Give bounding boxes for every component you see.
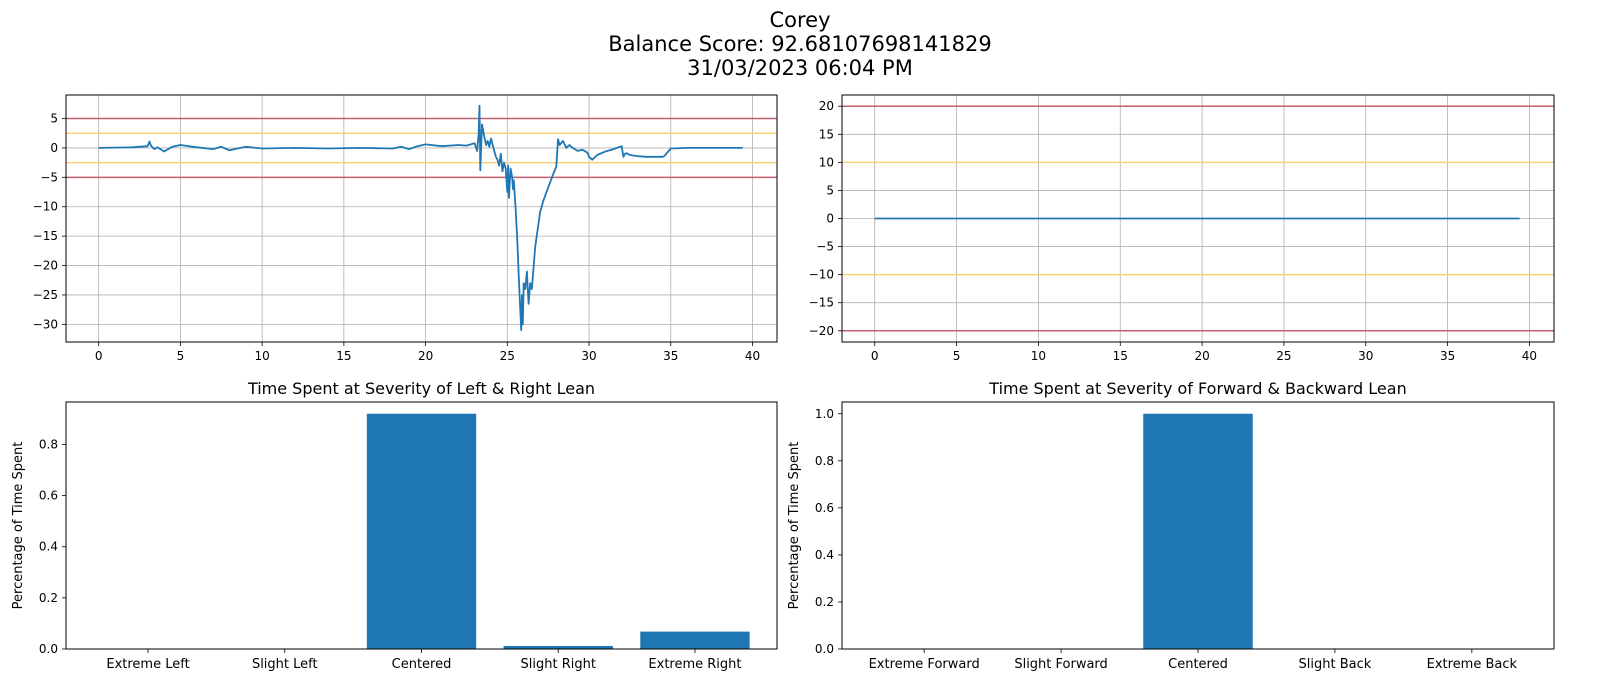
axes-frame (65, 401, 778, 650)
y-tick-label: −10 (809, 268, 834, 282)
axes-frame (65, 94, 778, 343)
y-tick-label: 0.0 (39, 642, 58, 656)
axes-frame (841, 94, 1555, 343)
x-tick-label: 20 (418, 349, 433, 363)
y-tick-label: 0 (826, 212, 834, 226)
category-label: Extreme Back (1427, 657, 1518, 672)
y-tick-label: −15 (809, 296, 834, 310)
left-right-severity-bar-chart: Extreme Left Slight Left Centered Slight Ri… (11, 379, 778, 672)
y-tick-label: 20 (819, 99, 834, 113)
y-tick-label: 10 (819, 155, 834, 169)
x-tick-label: 10 (1031, 349, 1046, 363)
x-tick-label: 0 (871, 349, 879, 363)
category-label: Extreme Right (648, 657, 741, 672)
y-tick-label: −5 (40, 170, 58, 184)
chart-title: Time Spent at Severity of Forward & Back… (988, 379, 1406, 398)
category-label: Centered (1168, 657, 1228, 672)
y-tick-label: 5 (826, 183, 834, 197)
y-tick-label: 0.8 (39, 437, 58, 451)
category-label: Slight Left (252, 657, 318, 672)
category-label: Centered (392, 657, 452, 672)
lean-trace-line (98, 104, 743, 332)
category-label: Extreme Left (106, 657, 189, 672)
subject-name: Corey (769, 8, 831, 32)
x-tick-label: 40 (745, 349, 760, 363)
x-tick-label: 40 (1522, 349, 1537, 363)
y-tick-label: −30 (33, 317, 58, 331)
x-tick-label: 35 (663, 349, 678, 363)
y-tick-label: 0 (50, 141, 58, 155)
y-tick-label: 0.2 (815, 595, 834, 609)
x-tick-label: 10 (254, 349, 269, 363)
balance-score: Balance Score: 92.68107698141829 (608, 32, 992, 56)
left-right-lean-plot: 0 5 10 15 20 25 30 35 40 −30 −25 −20 −15 −10 −5 0 5 (33, 94, 778, 363)
y-tick-label: 0.4 (39, 540, 58, 554)
bar-slight-right (503, 645, 613, 649)
y-tick-label: 5 (50, 112, 58, 126)
y-tick-label: −25 (33, 288, 58, 302)
y-tick-label: 1.0 (815, 407, 834, 421)
session-datetime: 31/03/2023 06:04 PM (687, 56, 913, 80)
y-tick-label: 0.0 (815, 642, 834, 656)
y-tick-label: −15 (33, 229, 58, 243)
x-tick-label: 25 (500, 349, 515, 363)
y-axis-label: Percentage of Time Spent (787, 442, 802, 610)
y-tick-label: 0.6 (815, 501, 834, 515)
x-tick-label: 35 (1440, 349, 1455, 363)
x-tick-label: 5 (953, 349, 961, 363)
x-tick-label: 0 (95, 349, 103, 363)
figure-title: Corey Balance Score: 92.68107698141829 3… (0, 8, 1600, 80)
bar-centered (366, 413, 477, 649)
y-tick-label: 0.6 (39, 489, 58, 503)
axes-frame (841, 401, 1555, 650)
x-tick-label: 25 (1276, 349, 1291, 363)
forward-backward-lean-plot: 0 5 10 15 20 25 30 35 40 −20 −15 −10 −5 0 5 10 15 20 (809, 94, 1555, 363)
y-tick-label: 15 (819, 127, 834, 141)
y-tick-label: 0.2 (39, 591, 58, 605)
y-tick-label: −5 (816, 240, 834, 254)
category-label: Extreme Forward (869, 657, 980, 672)
y-tick-label: 0.8 (815, 454, 834, 468)
y-tick-label: −10 (33, 200, 58, 214)
category-label: Slight Back (1299, 657, 1372, 672)
y-tick-label: −20 (33, 259, 58, 273)
y-axis-label: Percentage of Time Spent (11, 442, 26, 610)
x-tick-label: 20 (1194, 349, 1209, 363)
x-tick-label: 30 (1358, 349, 1373, 363)
x-tick-label: 15 (336, 349, 351, 363)
category-label: Slight Right (521, 657, 596, 672)
forward-backward-severity-bar-chart: Extreme Forward Slight Forward Centered Sli… (787, 379, 1555, 672)
x-tick-label: 15 (1113, 349, 1128, 363)
bar-centered (1143, 413, 1253, 649)
y-tick-label: 0.4 (815, 548, 834, 562)
x-tick-label: 5 (177, 349, 185, 363)
bar-extreme-right (640, 631, 750, 649)
x-tick-label: 30 (581, 349, 596, 363)
chart-title: Time Spent at Severity of Left & Right L… (247, 379, 595, 398)
y-tick-label: −20 (809, 324, 834, 338)
category-label: Slight Forward (1014, 657, 1107, 672)
